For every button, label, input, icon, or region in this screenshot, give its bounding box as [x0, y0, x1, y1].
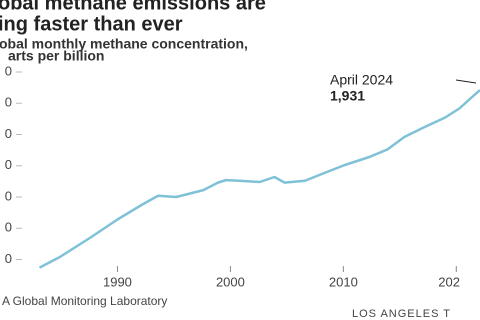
y-tick-label: 0 [5, 188, 12, 203]
y-tick-label: 0 [5, 157, 12, 172]
annotation-value: 1,931 [330, 88, 365, 104]
y-tick-label: 0 [5, 251, 12, 266]
annotation-leader [455, 79, 477, 84]
x-tick-label: 2010 [329, 274, 358, 289]
y-tick-label: 0 [5, 63, 12, 78]
x-tick-label: 202 [438, 274, 460, 289]
x-tick-label: 1990 [103, 274, 132, 289]
annotation-label: April 2024 [330, 72, 393, 88]
x-tick-label: 2000 [216, 274, 245, 289]
chart-title: ing faster than ever [0, 13, 183, 35]
source: A Global Monitoring Laboratory [2, 294, 167, 308]
y-tick-label: 0 [5, 126, 12, 141]
data-line [38, 89, 480, 269]
chart-title: obal methane emissions are [0, 0, 266, 14]
credit: LOS ANGELES T [352, 308, 451, 320]
y-tick-label: 0 [5, 95, 12, 110]
y-tick-label: 0 [5, 220, 12, 235]
subtitle: obal monthly methane concentration, [0, 36, 248, 52]
subtitle: arts per billion [8, 48, 104, 64]
